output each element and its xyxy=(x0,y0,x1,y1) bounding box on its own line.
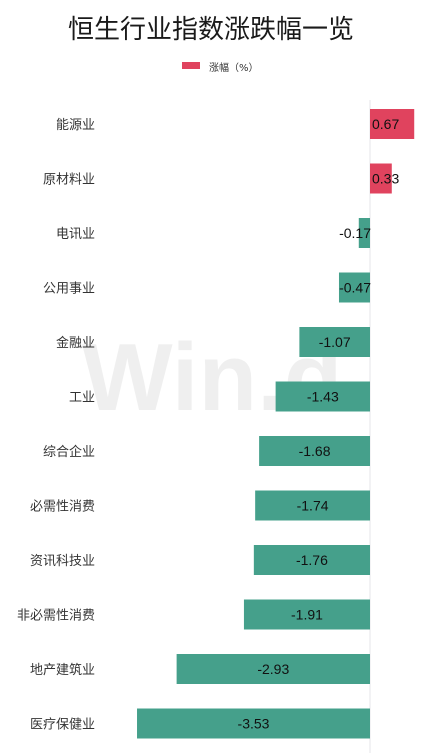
bars xyxy=(137,109,415,739)
bar xyxy=(338,272,370,303)
bar xyxy=(299,327,370,357)
bar xyxy=(137,708,370,739)
bar xyxy=(370,109,415,139)
category-label: 工业 xyxy=(69,391,95,406)
value-label: 0.33 xyxy=(372,171,399,187)
value-label: -1.07 xyxy=(319,334,351,350)
category-label: 电讯业 xyxy=(56,227,95,242)
legend-label: 涨幅（%） xyxy=(209,61,259,74)
category-label: 资讯科技业 xyxy=(30,554,95,569)
bar xyxy=(358,218,370,248)
bar xyxy=(243,599,370,630)
category-label: 医疗保健业 xyxy=(30,718,95,733)
bar xyxy=(255,490,370,521)
category-label: 原材料业 xyxy=(43,173,95,188)
bar xyxy=(259,436,370,466)
value-label: -3.53 xyxy=(238,716,270,732)
value-label: -1.74 xyxy=(297,498,329,514)
category-label: 综合企业 xyxy=(43,444,95,460)
value-label: -1.91 xyxy=(291,607,323,623)
category-label: 能源业 xyxy=(56,118,95,133)
value-labels: 0.67 0.33 -0.17 -0.47 -1.07 -1.43 -1.68 -1.74 -1… xyxy=(238,116,400,732)
legend-swatch xyxy=(182,62,200,69)
category-label: 必需性消费 xyxy=(30,500,95,515)
value-label: -2.93 xyxy=(257,661,289,677)
value-label: -1.68 xyxy=(299,443,331,459)
bar xyxy=(275,381,370,412)
value-label: -0.17 xyxy=(339,225,371,241)
watermark: Win.d xyxy=(82,324,342,431)
bar xyxy=(370,163,392,194)
bar xyxy=(253,545,370,575)
value-label: 0.67 xyxy=(372,116,399,132)
value-label: -1.76 xyxy=(296,552,328,568)
category-label: 公用事业 xyxy=(43,282,95,297)
category-label: 非必需性消费 xyxy=(17,609,95,624)
category-labels: 能源业原材料业电讯业公用事业金融业工业综合企业必需性消费资讯科技业非必需性消费地… xyxy=(17,118,95,733)
category-label: 地产建筑业 xyxy=(30,662,95,678)
bar xyxy=(176,654,370,684)
value-label: -0.47 xyxy=(339,280,371,296)
category-label: 金融业 xyxy=(56,335,95,351)
value-label: -1.43 xyxy=(307,389,339,405)
chart-title: 恒生行业指数涨跌幅一览 xyxy=(68,15,354,45)
